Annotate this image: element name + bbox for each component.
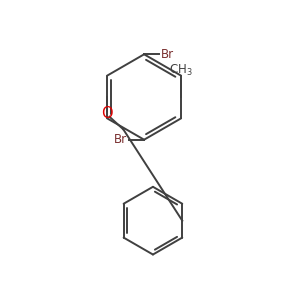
Text: O: O — [101, 106, 113, 121]
Text: CH$_3$: CH$_3$ — [169, 63, 193, 78]
Text: Br: Br — [161, 48, 174, 61]
Text: Br: Br — [114, 133, 127, 146]
